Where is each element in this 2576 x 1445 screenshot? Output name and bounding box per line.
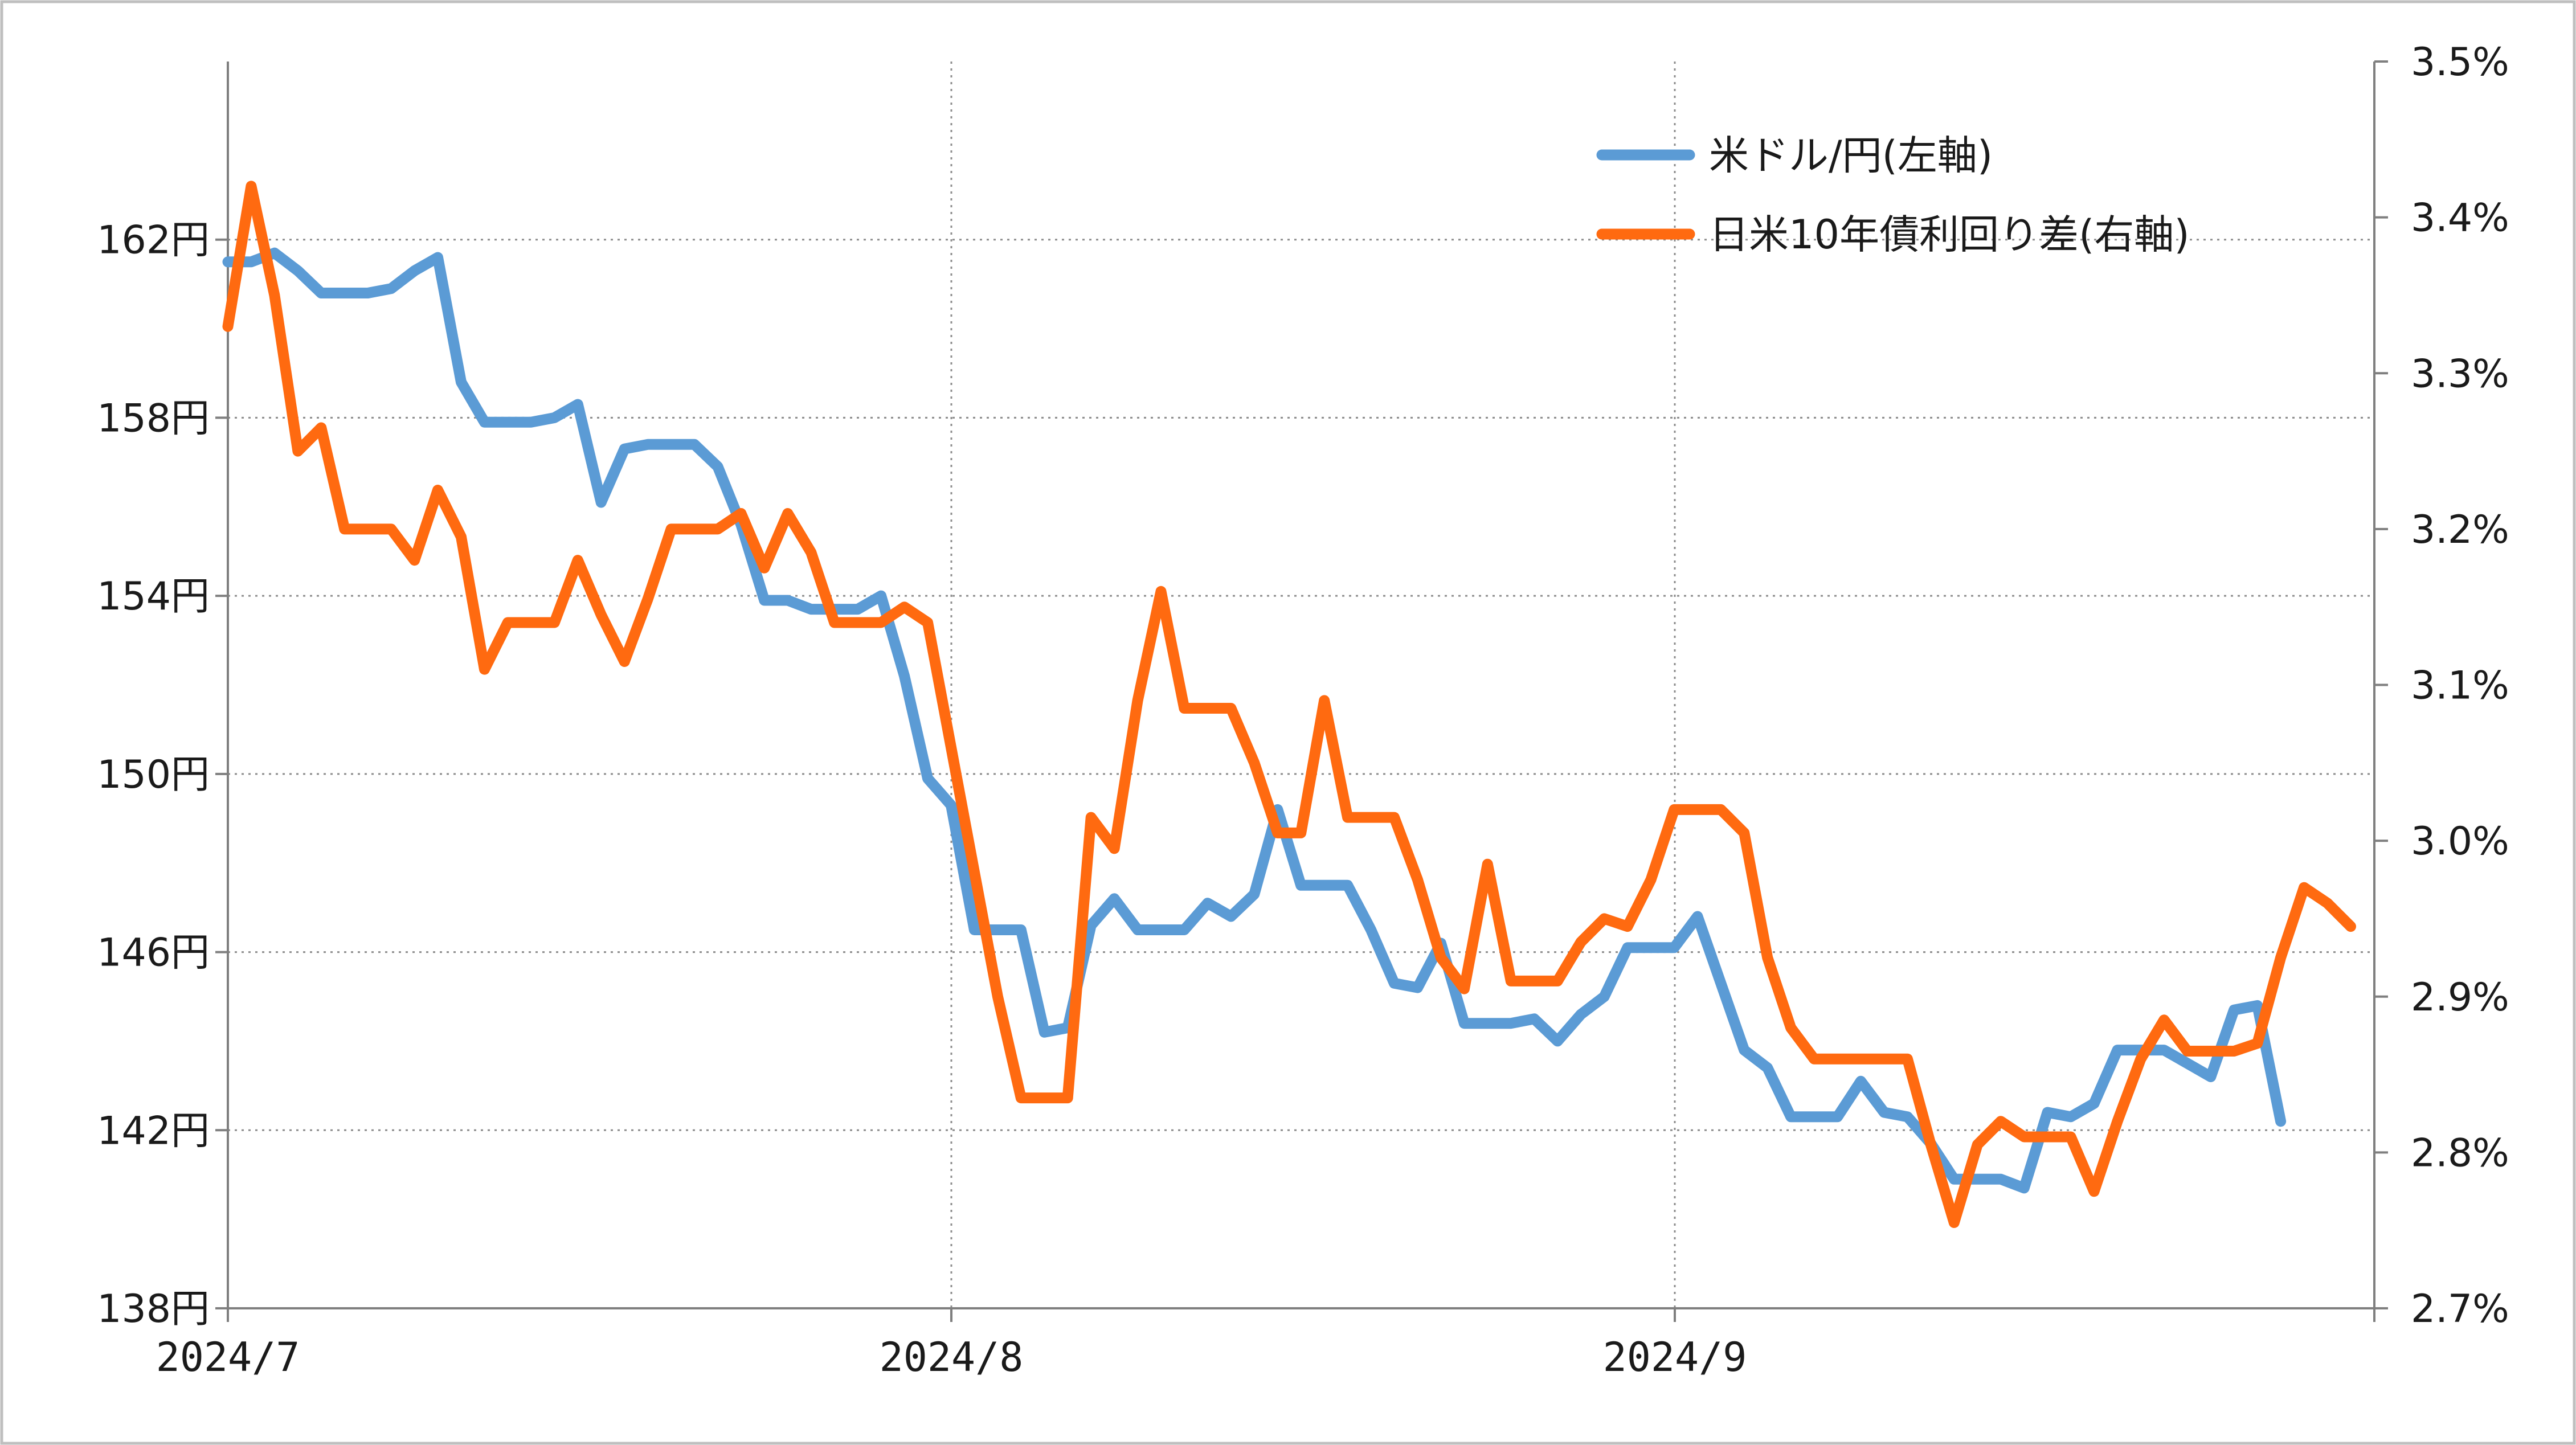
right-axis-tick-label: 3.1% — [2411, 664, 2509, 709]
axes: 138円 142円 146円 150円 154円 158円 162円 2.7% 2.8% 2.9%… — [97, 40, 2509, 1381]
x-axis-tick-label: 2024/7 — [156, 1334, 300, 1381]
grid-lines — [228, 62, 2374, 1308]
series-lines — [222, 181, 2356, 1228]
x-axis-tick-label: 2024/9 — [1603, 1334, 1747, 1381]
right-axis-tick-label: 3.0% — [2411, 819, 2509, 864]
left-axis-tick-label: 138円 — [97, 1287, 210, 1332]
legend-label: 日米10年債利回り差(右軸) — [1709, 211, 2190, 258]
right-axis-tick-label: 2.7% — [2411, 1287, 2509, 1332]
legend-label: 米ドル/円(左軸) — [1709, 132, 1993, 179]
right-axis-tick-label: 2.9% — [2411, 975, 2509, 1020]
right-axis-tick-label: 3.4% — [2411, 196, 2509, 241]
left-axis-tick-label: 162円 — [97, 218, 210, 263]
right-axis-tick-label: 3.5% — [2411, 40, 2509, 85]
series-line-yield-spread — [222, 181, 2356, 1228]
left-axis-tick-label: 142円 — [97, 1108, 210, 1153]
right-axis-tick-label: 2.8% — [2411, 1131, 2509, 1176]
left-axis-tick-label: 154円 — [97, 574, 210, 619]
left-axis-tick-label: 146円 — [97, 931, 210, 976]
left-axis-tick-label: 158円 — [97, 396, 210, 441]
legend: 米ドル/円(左軸) 日米10年債利回り差(右軸) — [1596, 132, 2190, 258]
right-axis-tick-label: 3.3% — [2411, 351, 2509, 396]
x-axis-tick-label: 2024/8 — [880, 1334, 1024, 1381]
left-axis-tick-label: 150円 — [97, 752, 210, 797]
right-axis-tick-label: 3.2% — [2411, 507, 2509, 552]
